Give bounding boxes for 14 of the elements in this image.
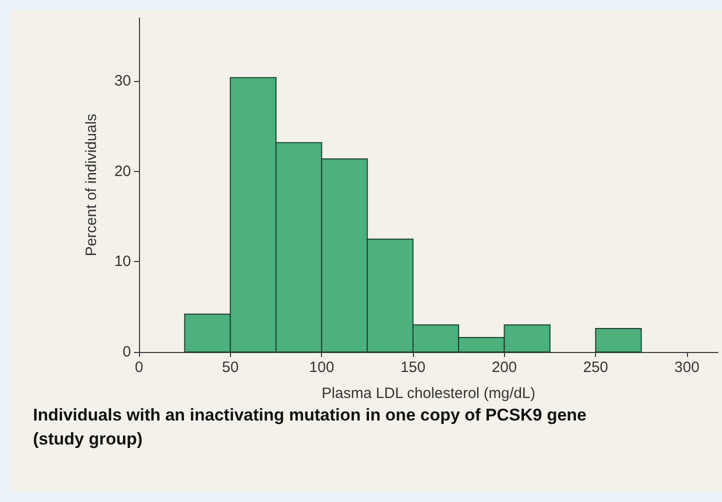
- x-tick-label: 100: [309, 359, 334, 376]
- x-axis-title: Plasma LDL cholesterol (mg/dL): [322, 385, 536, 402]
- text: Individuals with an inactivating mutation in one copy of PCSK9 gene (study group): [33, 406, 592, 448]
- y-tick-label: 20: [114, 162, 131, 180]
- x-tick-label: 50: [222, 359, 239, 376]
- y-tick-label: 10: [114, 253, 131, 270]
- y-axis-title: Percent of individuals: [83, 114, 100, 256]
- x-tick-label: 300: [674, 359, 700, 376]
- x-tick-label: 200: [492, 359, 517, 376]
- x-tick-label: 0: [134, 359, 144, 376]
- x-tick-label: 150: [400, 359, 426, 376]
- y-tick-label: 30: [114, 72, 131, 90]
- x-tick-label: 250: [583, 359, 608, 376]
- y-tick-label: 0: [122, 344, 131, 360]
